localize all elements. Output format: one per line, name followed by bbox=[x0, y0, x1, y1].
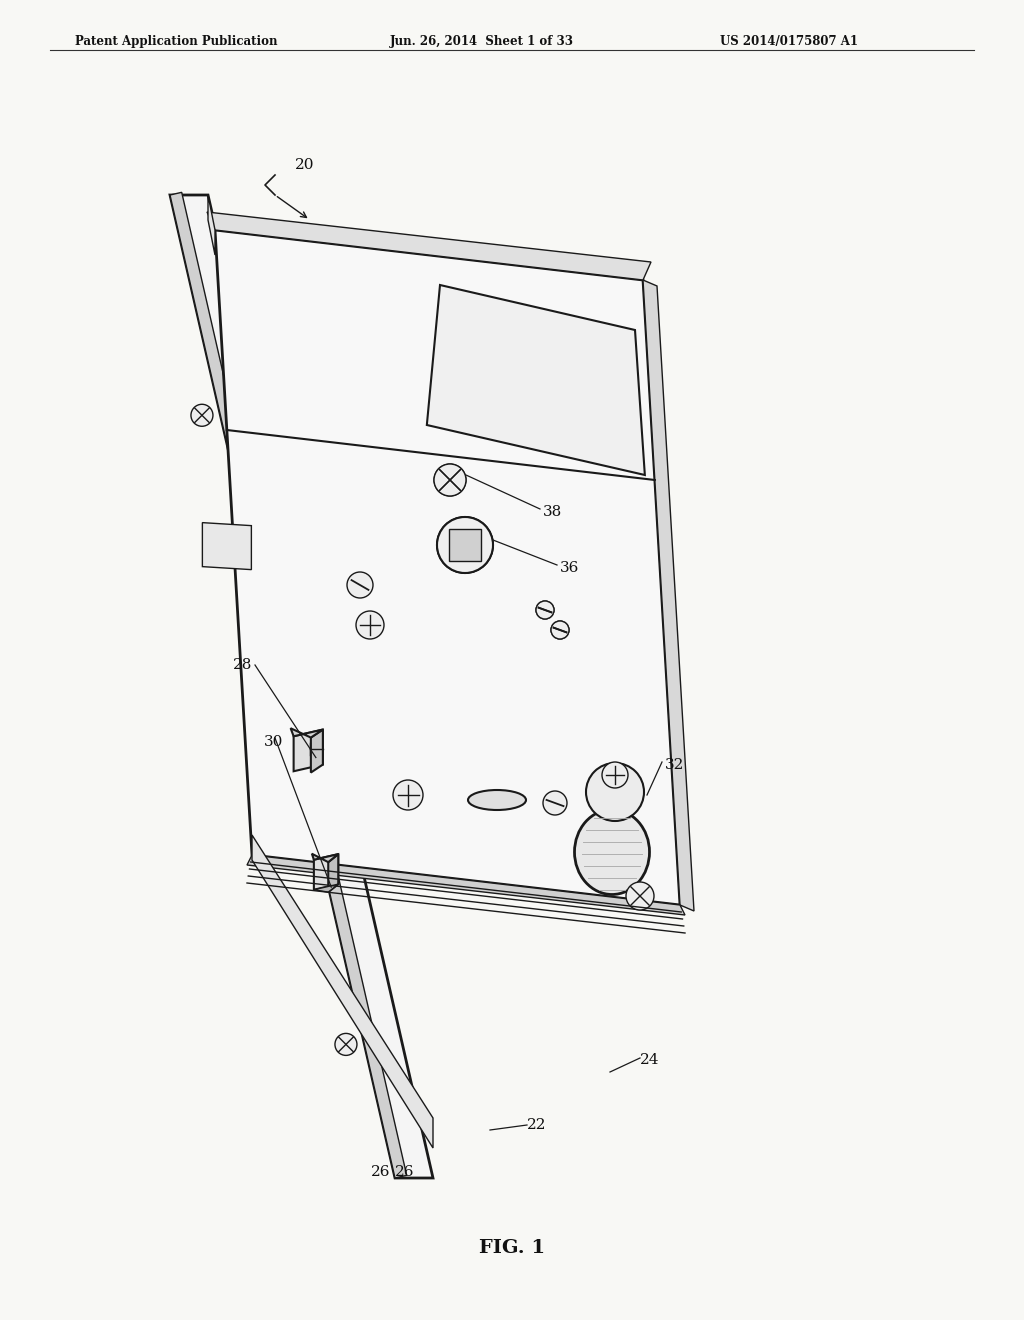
Text: 36: 36 bbox=[560, 561, 580, 576]
Circle shape bbox=[437, 517, 493, 573]
Text: 28: 28 bbox=[233, 657, 252, 672]
Polygon shape bbox=[312, 854, 338, 862]
Circle shape bbox=[437, 517, 493, 573]
Circle shape bbox=[434, 465, 466, 496]
Circle shape bbox=[602, 762, 628, 788]
Circle shape bbox=[536, 601, 554, 619]
Polygon shape bbox=[203, 523, 251, 570]
Polygon shape bbox=[314, 854, 338, 890]
Circle shape bbox=[551, 620, 569, 639]
Text: FIG. 1: FIG. 1 bbox=[479, 1239, 545, 1257]
Text: 20: 20 bbox=[295, 158, 314, 172]
Polygon shape bbox=[449, 529, 481, 561]
Text: Patent Application Publication: Patent Application Publication bbox=[75, 36, 278, 48]
Polygon shape bbox=[208, 195, 215, 255]
Ellipse shape bbox=[586, 763, 644, 821]
Text: 26: 26 bbox=[395, 1166, 415, 1179]
Ellipse shape bbox=[468, 789, 526, 810]
Circle shape bbox=[335, 1034, 357, 1056]
Text: 30: 30 bbox=[264, 735, 284, 748]
Polygon shape bbox=[247, 855, 685, 915]
Circle shape bbox=[347, 572, 373, 598]
Circle shape bbox=[543, 791, 567, 814]
Polygon shape bbox=[170, 193, 407, 1177]
Polygon shape bbox=[294, 730, 323, 771]
Polygon shape bbox=[252, 836, 433, 1148]
Polygon shape bbox=[314, 884, 338, 892]
Circle shape bbox=[356, 611, 384, 639]
Circle shape bbox=[551, 620, 569, 639]
Text: 38: 38 bbox=[543, 506, 562, 519]
Polygon shape bbox=[207, 213, 651, 280]
Circle shape bbox=[393, 780, 423, 810]
Circle shape bbox=[536, 601, 554, 619]
Text: US 2014/0175807 A1: US 2014/0175807 A1 bbox=[720, 36, 858, 48]
Polygon shape bbox=[643, 280, 694, 911]
Polygon shape bbox=[427, 285, 645, 475]
Text: 22: 22 bbox=[527, 1118, 547, 1133]
Polygon shape bbox=[215, 230, 680, 906]
Polygon shape bbox=[311, 730, 323, 772]
Text: Jun. 26, 2014  Sheet 1 of 33: Jun. 26, 2014 Sheet 1 of 33 bbox=[390, 36, 574, 48]
Circle shape bbox=[626, 882, 654, 909]
Text: 24: 24 bbox=[640, 1053, 659, 1067]
Circle shape bbox=[190, 404, 213, 426]
Text: 26: 26 bbox=[371, 1166, 390, 1179]
Circle shape bbox=[434, 465, 466, 496]
Polygon shape bbox=[329, 854, 338, 892]
Ellipse shape bbox=[574, 809, 649, 895]
Text: 32: 32 bbox=[665, 758, 684, 772]
Polygon shape bbox=[449, 529, 481, 561]
Polygon shape bbox=[170, 195, 433, 1177]
Polygon shape bbox=[291, 729, 323, 738]
